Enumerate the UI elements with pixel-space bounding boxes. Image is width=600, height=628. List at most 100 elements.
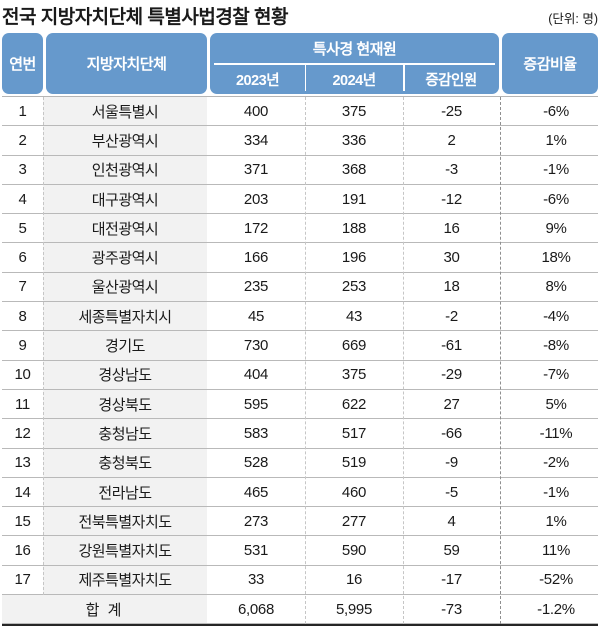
table-row: 12 충청남도 583 517 -66 -11% bbox=[2, 419, 598, 449]
diff-cell: 18 bbox=[443, 278, 460, 296]
rate-cell: -7% bbox=[543, 366, 569, 384]
header-col-rate: 증감비율 bbox=[502, 33, 598, 94]
gov-name-cell: 인천광역시 bbox=[43, 155, 207, 184]
row-number-cell: 3 bbox=[18, 161, 27, 179]
diff-cell: -29 bbox=[441, 366, 462, 384]
rate-cell: 8% bbox=[545, 278, 567, 296]
rate-cell: -2% bbox=[543, 454, 569, 472]
table-row: 2 부산광역시 334 336 2 1% bbox=[2, 126, 598, 156]
header-col-2023: 2023년 bbox=[235, 72, 280, 89]
diff-cell: -9 bbox=[445, 454, 458, 472]
diff-cell: 16 bbox=[443, 219, 460, 237]
header-col-2024: 2024년 bbox=[332, 72, 376, 89]
row-number-cell: 1 bbox=[18, 102, 27, 120]
diff-cell: 4 bbox=[447, 512, 456, 530]
value-2024-cell: 460 bbox=[341, 483, 367, 501]
value-2023-cell: 172 bbox=[243, 219, 269, 237]
diff-cell: -5 bbox=[445, 483, 458, 501]
diff-cell: -12 bbox=[441, 190, 462, 208]
gov-name-cell: 울산광역시 bbox=[43, 272, 207, 302]
gov-name-cell: 경상북도 bbox=[43, 389, 207, 419]
value-2024-cell: 375 bbox=[341, 102, 367, 120]
row-number-cell: 8 bbox=[18, 307, 27, 325]
row-number-cell: 13 bbox=[14, 454, 31, 472]
table-total-row: 합 계 6,068 5,995 -73 -1.2% bbox=[2, 595, 598, 625]
gov-name-cell: 충청남도 bbox=[43, 419, 207, 448]
diff-cell: -3 bbox=[445, 161, 458, 179]
table-row: 5 대전광역시 172 188 16 9% bbox=[2, 214, 598, 244]
value-2023-cell: 45 bbox=[247, 307, 265, 325]
value-2023-cell: 465 bbox=[243, 483, 269, 501]
row-number-cell: 17 bbox=[14, 571, 31, 589]
header-group-label: 특사경 현재원 bbox=[312, 40, 397, 58]
table-row: 15 전북특별자치도 273 277 4 1% bbox=[2, 507, 598, 537]
rate-cell: -4% bbox=[543, 307, 569, 325]
total-2023-cell: 6,068 bbox=[237, 600, 275, 618]
row-number-cell: 16 bbox=[14, 542, 31, 560]
row-number-cell: 2 bbox=[18, 131, 27, 149]
gov-name-cell: 대구광역시 bbox=[43, 184, 207, 214]
row-number-cell: 9 bbox=[18, 337, 27, 355]
table-body: 1 서울특별시 400 375 -25 -6% 2 부산광역시 334 336 … bbox=[2, 96, 598, 627]
table-row: 17 제주특별자치도 33 16 -17 -52% bbox=[2, 565, 598, 596]
rate-cell: -11% bbox=[539, 424, 573, 442]
table-header: 연번 지방자치단체 특사경 현재원 2023년 2024년 증감인원 증감비율 bbox=[2, 33, 598, 94]
diff-cell: 2 bbox=[447, 131, 456, 149]
diff-cell: 30 bbox=[443, 249, 460, 267]
value-2023-cell: 730 bbox=[243, 337, 269, 355]
table-row: 1 서울특별시 400 375 -25 -6% bbox=[2, 97, 598, 127]
value-2024-cell: 277 bbox=[341, 512, 367, 530]
rate-cell: -1% bbox=[543, 483, 569, 501]
row-number-cell: 4 bbox=[18, 190, 27, 208]
total-2024-cell: 5,995 bbox=[335, 600, 373, 618]
rate-cell: 1% bbox=[545, 131, 567, 149]
table-row: 4 대구광역시 203 191 -12 -6% bbox=[2, 184, 598, 215]
row-number-cell: 6 bbox=[18, 249, 27, 267]
table-row: 13 충청북도 528 519 -9 -2% bbox=[2, 448, 598, 478]
rate-cell: 18% bbox=[541, 249, 571, 267]
row-number-cell: 10 bbox=[14, 366, 31, 384]
rate-cell: -8% bbox=[543, 337, 569, 355]
value-2023-cell: 371 bbox=[243, 161, 269, 179]
value-2023-cell: 166 bbox=[243, 249, 269, 267]
value-2024-cell: 622 bbox=[341, 395, 367, 413]
gov-name-cell: 서울특별시 bbox=[43, 97, 207, 126]
rate-cell: 11% bbox=[541, 542, 570, 560]
diff-cell: -17 bbox=[441, 571, 462, 589]
gov-name-cell: 강원특별자치도 bbox=[43, 536, 207, 565]
value-2023-cell: 334 bbox=[243, 131, 269, 149]
header-group-current-staff: 특사경 현재원 2023년 2024년 증감인원 bbox=[210, 33, 499, 94]
diff-cell: 59 bbox=[443, 542, 460, 560]
value-2023-cell: 583 bbox=[243, 424, 269, 442]
value-2023-cell: 273 bbox=[243, 512, 269, 530]
value-2024-cell: 517 bbox=[341, 424, 367, 442]
title-bar: 전국 지방자치단체 특별사법경찰 현황 (단위: 명) bbox=[2, 2, 598, 30]
value-2023-cell: 531 bbox=[243, 542, 269, 560]
gov-name-cell: 경기도 bbox=[43, 331, 207, 360]
gov-name-cell: 전라남도 bbox=[43, 477, 207, 507]
total-label-cell: 합 계 bbox=[2, 595, 207, 624]
value-2024-cell: 253 bbox=[341, 278, 367, 296]
table-row: 11 경상북도 595 622 27 5% bbox=[2, 389, 598, 420]
diff-cell: -2 bbox=[445, 307, 458, 325]
row-number-cell: 15 bbox=[14, 512, 31, 530]
rate-cell: -6% bbox=[543, 190, 569, 208]
value-2024-cell: 188 bbox=[341, 219, 367, 237]
value-2023-cell: 404 bbox=[243, 366, 269, 384]
total-diff-cell: -73 bbox=[441, 600, 462, 618]
header-subrow: 2023년 2024년 증감인원 bbox=[210, 65, 499, 95]
table-row: 8 세종특별자치시 45 43 -2 -4% bbox=[2, 302, 598, 332]
value-2024-cell: 590 bbox=[341, 542, 367, 560]
value-2024-cell: 669 bbox=[341, 337, 367, 355]
gov-name-cell: 제주특별자치도 bbox=[43, 565, 207, 595]
value-2024-cell: 519 bbox=[341, 454, 367, 472]
table-row: 3 인천광역시 371 368 -3 -1% bbox=[2, 155, 598, 185]
header-col-diff: 증감인원 bbox=[425, 72, 477, 89]
page-title: 전국 지방자치단체 특별사법경찰 현황 bbox=[2, 7, 289, 28]
rate-cell: 1% bbox=[545, 512, 567, 530]
table-row: 6 광주광역시 166 196 30 18% bbox=[2, 243, 598, 273]
total-rate-cell: -1.2% bbox=[537, 600, 575, 618]
gov-name-cell: 경상남도 bbox=[43, 360, 207, 389]
value-2024-cell: 375 bbox=[341, 366, 367, 384]
value-2024-cell: 191 bbox=[341, 190, 367, 208]
